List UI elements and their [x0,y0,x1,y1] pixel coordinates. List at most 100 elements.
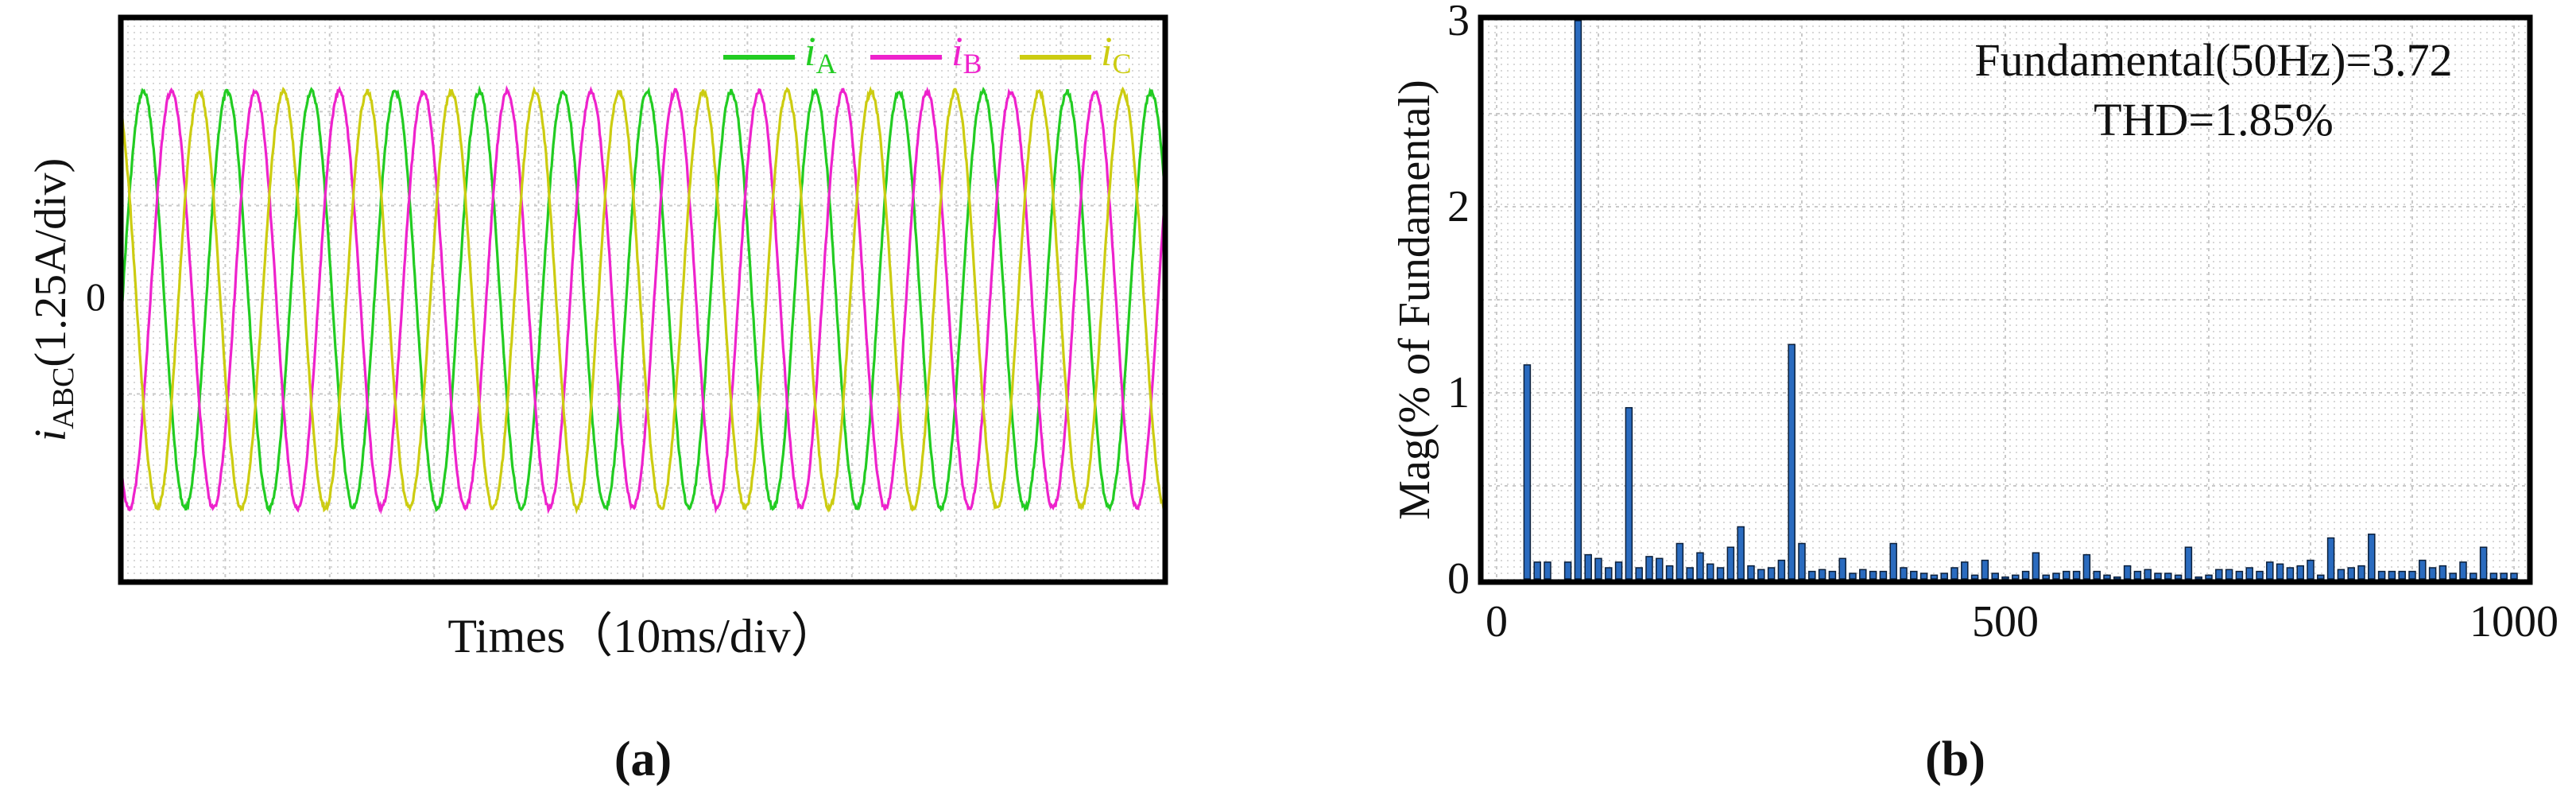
harmonic-bar [1656,557,1664,580]
legend-label-ib: iB [951,29,982,80]
harmonic-bar [1981,559,1989,580]
harmonic-bar [1594,557,1602,580]
plot-b-frame [1478,14,2533,585]
x-tick-label: 500 [1972,597,2039,646]
harmonic-bar [1950,567,1958,580]
plot-b-tick-labels: 0 500 1000 0 1 2 3 [1447,0,2559,646]
harmonic-bar [1757,569,1765,580]
harmonic-bar [2215,569,2223,580]
harmonic-bar [2164,573,2172,580]
plot-a-traces [121,84,1165,516]
harmonic-bar [2154,573,2162,580]
harmonic-bar [2063,570,2070,580]
y-tick-label: 1 [1447,368,1470,417]
harmonic-bar [2012,574,2020,580]
plot-b-bars [1523,20,2518,580]
harmonic-bar [2307,559,2315,580]
harmonic-bar [2093,570,2101,580]
x-tick-label: 1000 [2469,597,2559,646]
harmonic-bar [2347,567,2355,580]
plot-a-frame [118,14,1168,585]
harmonic-bar [1747,565,1755,580]
harmonic-bar [2103,574,2111,580]
harmonic-bar [2368,534,2376,580]
harmonic-bar [1696,552,1704,580]
y-tick-label: 0 [1447,554,1470,604]
harmonic-bar [2377,570,2386,580]
y-axis-label-b: Mag(% of Fundamental) [1390,80,1439,520]
trace-ia [121,84,1165,516]
harmonic-bar [1635,567,1643,580]
harmonic-bar [2032,552,2040,580]
harmonic-bar [2489,573,2498,580]
harmonic-bar [2184,546,2193,580]
harmonic-bar [2194,576,2202,580]
harmonic-bar [2337,569,2346,580]
harmonic-bar [1645,556,1653,580]
panel-b: 0 500 1000 0 1 2 3 Fundamental(50Hz)=3.72 THD=… [1390,0,2559,786]
harmonic-bar [1767,567,1776,580]
harmonic-bar [2256,570,2264,580]
harmonic-bar [2398,570,2406,580]
harmonic-bar [1665,565,1674,580]
harmonic-bar [1930,574,1939,580]
harmonic-bar [1828,570,1837,580]
harmonic-bar [2388,570,2396,580]
harmonic-bar [2042,574,2050,580]
harmonic-bar [1523,364,1532,580]
harmonic-bar [2001,576,2009,580]
harmonic-bar [1533,561,1541,580]
harmonic-bar [2500,573,2508,580]
harmonic-bar [1818,569,1826,580]
harmonic-bar [1614,561,1623,580]
harmonic-bar [2072,570,2081,580]
harmonic-bar [1625,406,1633,580]
x-tick-label: 0 [1486,597,1508,646]
harmonic-bar [2296,565,2304,580]
y-tick-label: 3 [1447,0,1470,45]
harmonic-bar [2469,573,2477,580]
harmonic-bar [1544,561,1551,580]
harmonic-bar [2052,573,2060,580]
harmonic-bar [1675,542,1684,580]
harmonic-bar [2082,553,2091,580]
harmonic-bar [1838,557,1846,580]
harmonic-bar [1574,20,1582,580]
trace-ib [121,85,1165,515]
harmonic-bar [1563,561,1572,580]
legend-label-ia: iA [804,29,836,80]
harmonic-bar [1991,573,1999,580]
harmonic-bar [1726,546,1735,580]
harmonic-bar [2021,570,2030,580]
harmonic-bar [2438,565,2447,580]
harmonic-bar [2419,559,2427,580]
harmonic-bar [2123,565,2132,580]
harmonic-bar [1889,542,1897,580]
harmonic-bar [2225,569,2233,580]
x-axis-label-a: Times（10ms/div） [447,610,838,662]
harmonic-bar [1879,570,1888,580]
harmonic-bar [1686,567,1694,580]
harmonic-bar [1970,574,1979,580]
harmonic-bar [1716,567,1725,580]
harmonic-bar [1737,526,1745,580]
harmonic-bar [2205,574,2213,580]
annotation-thd: THD=1.85% [2094,94,2334,146]
harmonic-bar [2459,561,2467,580]
harmonic-bar [2317,574,2325,580]
harmonic-bar [1808,570,1816,580]
harmonic-bar [1940,573,1948,580]
harmonic-bar [2266,561,2274,580]
legend-label-ic: iC [1101,29,1131,80]
harmonic-bar [1869,570,1877,580]
plot-b-grid [1481,17,2530,582]
harmonic-bar [2428,567,2437,580]
harmonic-bar [2357,565,2365,580]
legend-a: iA iB iC [723,29,1131,80]
harmonic-bar [2133,570,2142,580]
harmonic-bar [1849,573,1857,580]
harmonic-bar [2174,574,2183,580]
harmonic-bar [1961,561,1969,580]
harmonic-bar [1706,563,1714,580]
